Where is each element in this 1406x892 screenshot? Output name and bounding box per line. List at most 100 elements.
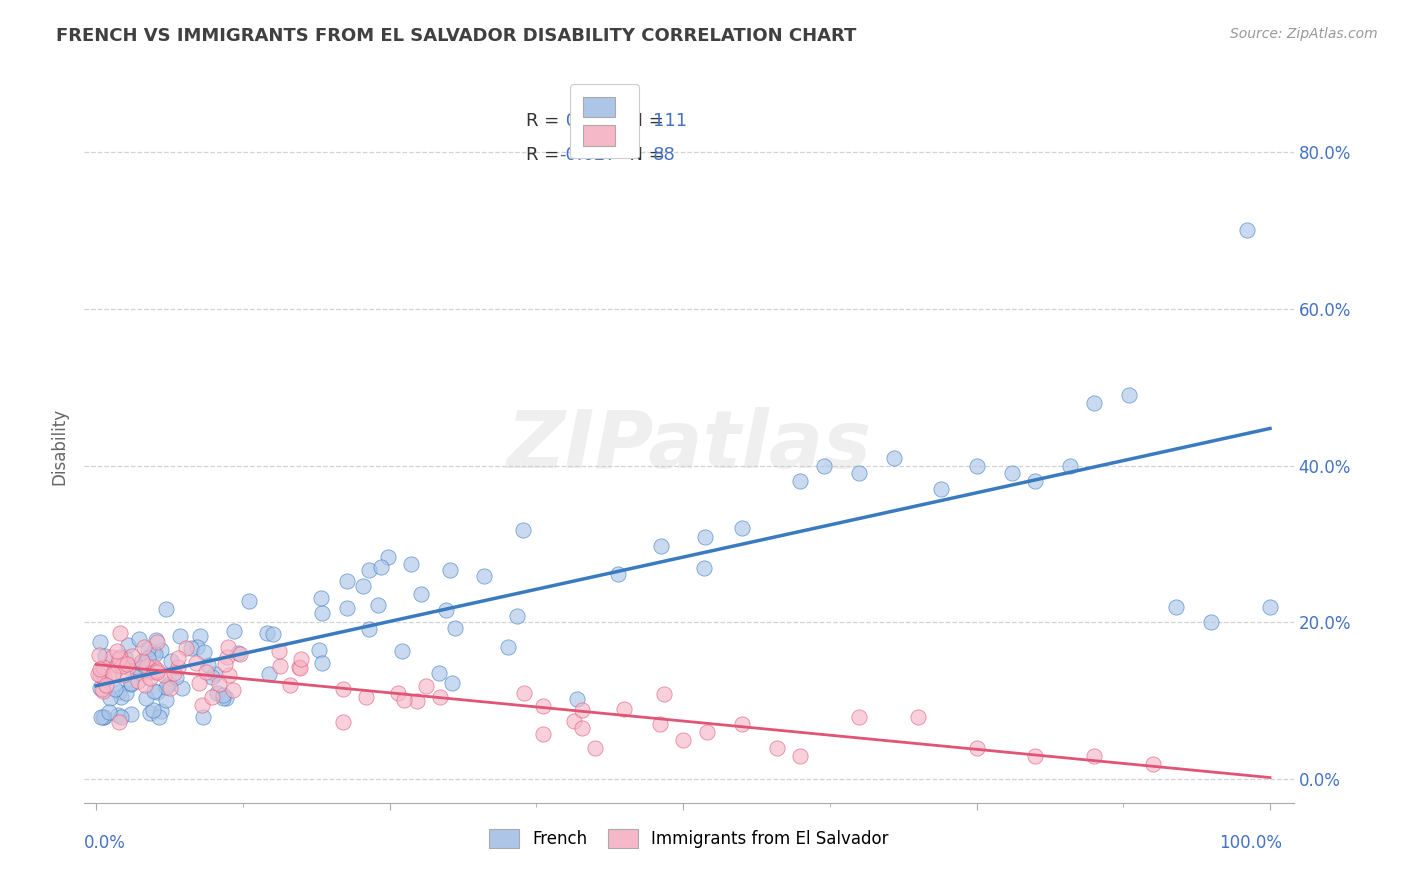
- Point: [288, 661, 311, 675]
- Point: [142, 703, 165, 717]
- Point: [391, 644, 413, 658]
- Point: [128, 656, 150, 670]
- Point: [169, 629, 191, 643]
- Text: 100.0%: 100.0%: [1219, 834, 1282, 852]
- Point: [91, 684, 114, 698]
- Point: [562, 714, 585, 728]
- Point: [117, 638, 139, 652]
- Point: [1201, 615, 1223, 630]
- Point: [443, 621, 465, 635]
- Point: [107, 657, 129, 672]
- Point: [108, 714, 131, 729]
- Point: [91, 659, 114, 673]
- Point: [370, 560, 392, 574]
- Point: [90, 709, 112, 723]
- Point: [1236, 223, 1258, 237]
- Point: [1118, 388, 1140, 402]
- Point: [648, 717, 671, 731]
- Point: [167, 651, 190, 665]
- Y-axis label: Disability: Disability: [51, 408, 69, 484]
- Point: [145, 663, 167, 677]
- Point: [218, 667, 240, 681]
- Point: [157, 677, 180, 691]
- Point: [440, 675, 463, 690]
- Point: [429, 690, 451, 704]
- Point: [311, 656, 333, 670]
- Point: [197, 657, 219, 672]
- Point: [731, 717, 754, 731]
- Point: [1024, 475, 1046, 489]
- Point: [150, 705, 173, 719]
- Point: [93, 709, 115, 723]
- Point: [87, 666, 110, 681]
- Point: [188, 629, 211, 643]
- Point: [332, 681, 354, 696]
- Point: [94, 672, 117, 686]
- Point: [142, 645, 165, 659]
- Point: [262, 627, 284, 641]
- Point: [367, 598, 389, 612]
- Point: [221, 682, 243, 697]
- Point: [91, 682, 114, 697]
- Point: [278, 678, 301, 692]
- Point: [1001, 467, 1024, 481]
- Point: [531, 727, 554, 741]
- Point: [136, 642, 159, 657]
- Point: [813, 458, 835, 473]
- Point: [191, 698, 214, 712]
- Point: [104, 682, 127, 697]
- Point: [132, 640, 155, 655]
- Point: [695, 530, 717, 544]
- Point: [135, 690, 157, 705]
- Point: [143, 683, 166, 698]
- Point: [89, 648, 111, 662]
- Point: [136, 651, 159, 665]
- Point: [191, 709, 214, 723]
- Point: [165, 670, 187, 684]
- Point: [98, 705, 121, 719]
- Point: [214, 657, 236, 671]
- Point: [766, 740, 789, 755]
- Point: [134, 678, 156, 692]
- Point: [1083, 396, 1105, 410]
- Text: R =: R =: [526, 112, 565, 130]
- Text: N =: N =: [617, 146, 669, 164]
- Point: [650, 539, 672, 553]
- Text: N =: N =: [617, 112, 669, 130]
- Point: [129, 657, 152, 671]
- Point: [848, 467, 870, 481]
- Point: [352, 579, 374, 593]
- Point: [1142, 756, 1164, 771]
- Point: [127, 674, 149, 689]
- Point: [142, 664, 165, 678]
- Point: [128, 632, 150, 646]
- Point: [789, 475, 811, 489]
- Point: [145, 632, 167, 647]
- Point: [392, 693, 415, 707]
- Point: [357, 563, 380, 577]
- Point: [848, 709, 870, 723]
- Point: [120, 676, 142, 690]
- Point: [188, 676, 211, 690]
- Point: [135, 659, 157, 673]
- Point: [613, 702, 636, 716]
- Point: [208, 677, 231, 691]
- Point: [531, 699, 554, 714]
- Point: [146, 635, 169, 649]
- Text: -0.627: -0.627: [560, 146, 617, 164]
- Point: [143, 647, 166, 661]
- Point: [269, 659, 291, 673]
- Point: [155, 601, 177, 615]
- Point: [399, 557, 422, 571]
- Point: [654, 687, 676, 701]
- Point: [672, 733, 695, 747]
- Point: [180, 640, 202, 655]
- Point: [89, 635, 111, 649]
- Point: [125, 660, 148, 674]
- Point: [571, 703, 593, 717]
- Point: [512, 524, 534, 538]
- Text: ZIPatlas: ZIPatlas: [506, 407, 872, 485]
- Point: [1083, 748, 1105, 763]
- Point: [110, 709, 132, 723]
- Text: Source: ZipAtlas.com: Source: ZipAtlas.com: [1230, 27, 1378, 41]
